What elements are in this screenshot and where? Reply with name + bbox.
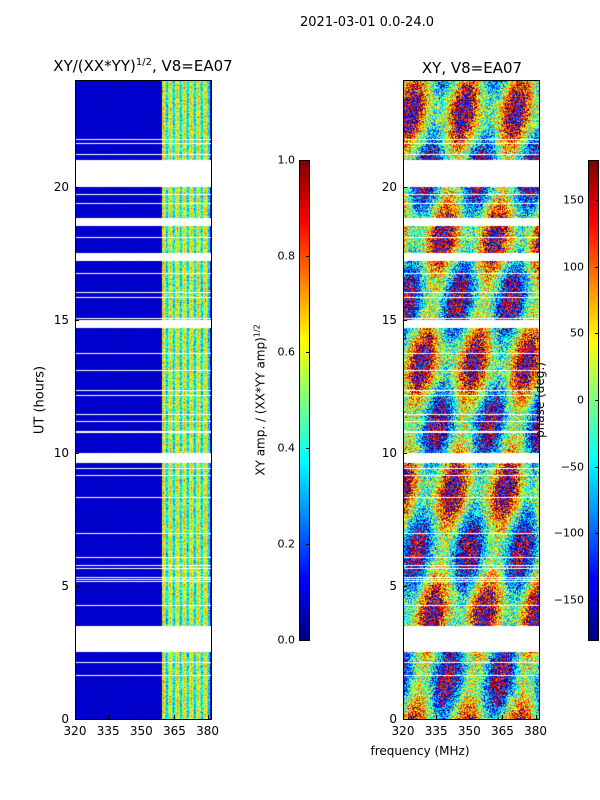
phase-colorbar-tick (595, 400, 599, 401)
phase-y-tick (403, 452, 407, 454)
phase-chart-title: XY, V8=EA07 (421, 59, 523, 77)
amp-x-tick-label: 365 (162, 724, 186, 738)
amp-y-tick (75, 452, 79, 454)
phase-colorbar-tick (595, 333, 599, 335)
amp-colorbar-label-main: XY amp. / (XX*YY amp) (253, 337, 268, 476)
phase-colorbar-tick-label: −100 (553, 526, 584, 540)
phase-colorbar-tick-label: −50 (560, 460, 584, 474)
amp-y-tick-label: 20 (53, 179, 69, 194)
amp-chart-title-exp: 1/2 (135, 57, 152, 68)
amp-colorbar-label: XY amp. / (XX*YY amp)1/2 (253, 324, 268, 475)
amp-colorbar-tick-label: 0.6 (277, 345, 296, 359)
phase-x-tick (436, 715, 438, 719)
shared-x-axis-label: frequency (MHz) (370, 744, 470, 758)
phase-y-tick (403, 719, 407, 720)
amp-y-tick-label: 10 (53, 445, 69, 460)
amp-heatmap (75, 80, 212, 719)
amp-x-tick (207, 715, 209, 719)
phase-x-tick (403, 715, 404, 719)
phase-x-tick-label: 320 (391, 724, 415, 738)
phase-colorbar-tick (595, 266, 599, 268)
phase-x-tick (469, 715, 471, 719)
phase-colorbar-tick-label: 100 (563, 260, 584, 274)
amp-x-tick-label: 380 (196, 724, 220, 738)
amp-y-tick (75, 585, 79, 587)
amp-chart-title: XY/(XX*YY)1/2, V8=EA07 (53, 57, 232, 75)
amp-colorbar-tick (306, 256, 310, 257)
amp-y-tick (75, 719, 79, 720)
amp-x-tick-label: 350 (129, 724, 153, 738)
phase-x-tick-label: 380 (524, 724, 548, 738)
amp-y-tick (75, 319, 79, 321)
phase-colorbar-tick-label: 50 (570, 326, 584, 340)
amp-colorbar (299, 160, 310, 641)
phase-colorbar-label: phase (deg.) (533, 362, 547, 438)
amp-colorbar-tick (306, 160, 310, 161)
amp-x-tick (174, 715, 176, 719)
amp-colorbar-tick-label: 0.0 (277, 633, 296, 647)
amp-colorbar-label-exp: 1/2 (252, 324, 262, 338)
amp-x-tick (108, 715, 110, 719)
phase-colorbar-tick (595, 600, 599, 601)
phase-colorbar-tick-label: 0 (577, 393, 584, 407)
amp-x-tick (75, 715, 76, 719)
amp-x-tick (141, 715, 143, 719)
amp-y-axis-label: UT (hours) (32, 365, 48, 435)
amp-colorbar-tick-label: 1.0 (277, 153, 296, 167)
amp-x-tick-label: 335 (96, 724, 120, 738)
amp-colorbar-tick (306, 448, 310, 449)
amp-colorbar-tick-label: 0.4 (277, 441, 296, 455)
amp-y-tick-label: 15 (53, 312, 69, 327)
amp-colorbar-tick (306, 544, 310, 545)
amp-y-tick (75, 186, 79, 188)
amp-x-tick-label: 320 (63, 724, 87, 738)
phase-y-tick (403, 186, 407, 188)
phase-y-tick-label: 10 (381, 445, 397, 460)
phase-colorbar-tick (595, 466, 599, 468)
phase-colorbar-tick (595, 533, 599, 535)
phase-y-tick-label: 5 (389, 578, 397, 593)
amp-y-tick-label: 5 (61, 578, 69, 593)
phase-colorbar-tick (595, 200, 599, 201)
amp-chart-title-main: XY/(XX*YY) (53, 57, 136, 75)
amp-colorbar-tick (306, 352, 310, 353)
amp-colorbar-tick-label: 0.2 (277, 537, 296, 551)
phase-x-tick-label: 365 (490, 724, 514, 738)
phase-heatmap (403, 80, 540, 719)
phase-y-tick (403, 319, 407, 321)
amp-colorbar-tick (306, 640, 310, 641)
phase-x-tick-label: 335 (424, 724, 448, 738)
phase-y-tick-label: 0 (389, 712, 397, 726)
amp-colorbar-tick-label: 0.8 (277, 249, 296, 263)
amp-y-tick-label: 0 (61, 712, 69, 726)
phase-colorbar-tick-label: −150 (553, 593, 584, 607)
phase-y-tick-label: 20 (381, 179, 397, 194)
amp-chart-title-suffix: , V8=EA07 (151, 57, 233, 75)
phase-x-tick-label: 350 (457, 724, 481, 738)
phase-x-tick (502, 715, 504, 719)
phase-y-tick-label: 15 (381, 312, 397, 327)
phase-colorbar-tick-label: 150 (563, 193, 584, 207)
figure-suptitle: 2021-03-01 0.0-24.0 (300, 15, 434, 30)
phase-x-tick (535, 715, 537, 719)
phase-y-tick (403, 585, 407, 587)
